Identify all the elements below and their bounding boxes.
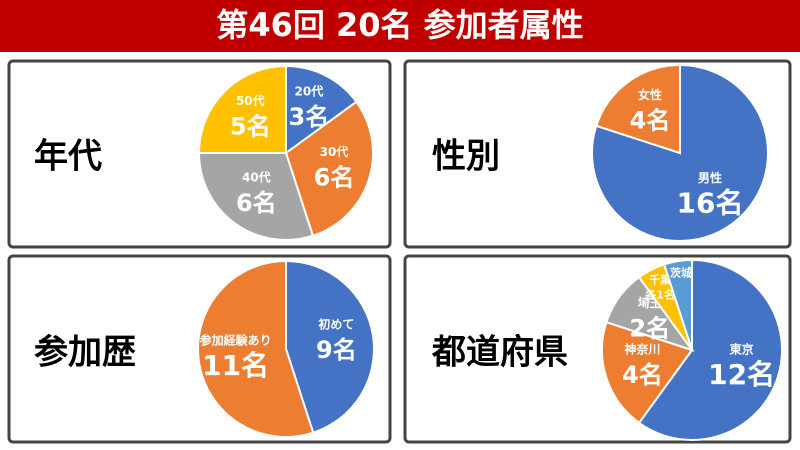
slice-category-label: 参加経験あり xyxy=(200,332,272,347)
slice-value-label: 4名 xyxy=(622,361,663,389)
slice-value-label: 9名 xyxy=(316,336,357,364)
slice-category-label: 神奈川 xyxy=(624,342,660,357)
pie-slice xyxy=(662,258,693,351)
pie-slice xyxy=(197,259,315,438)
slice-value-label: 各1名 xyxy=(644,287,675,301)
slice-category-label: 40代 xyxy=(242,169,271,184)
pie-slice xyxy=(595,63,681,155)
pie-slice xyxy=(197,152,315,241)
slice-category-label: 20代 xyxy=(295,84,324,99)
slice-value-label: 11名 xyxy=(202,349,269,382)
chart-title: 年代 xyxy=(34,137,102,177)
slice-value-label: 12名 xyxy=(708,358,775,391)
pie-slice xyxy=(601,320,694,425)
slice-value-label: 4名 xyxy=(630,107,671,135)
slice-value-label: 6名 xyxy=(236,189,277,217)
pie-slice xyxy=(285,259,375,434)
slice-category-label: 女性 xyxy=(638,87,662,102)
slice-category-label: 千葉 xyxy=(649,272,672,286)
page-title: 第46回 20名 参加者属性 xyxy=(216,6,583,44)
slice-category-label: 男性 xyxy=(698,170,722,185)
slice-value-label: 2名 xyxy=(629,314,670,342)
slice-category-label: 東京 xyxy=(730,342,754,357)
pie-slice xyxy=(284,100,374,238)
chart-title: 都道府県 xyxy=(431,333,568,373)
header-bar xyxy=(0,0,800,52)
slice-category-label: 50代 xyxy=(236,93,265,108)
chart-title: 性別 xyxy=(432,137,500,177)
slice-category-label: 30代 xyxy=(320,144,349,159)
pie-slice xyxy=(285,64,358,155)
slice-value-label: 6名 xyxy=(314,164,355,192)
chart-title: 参加歴 xyxy=(34,333,136,373)
pie-slice xyxy=(197,64,287,154)
pie-slice xyxy=(637,258,783,441)
slice-category-label: 茨城 xyxy=(670,266,692,280)
slice-value-label: 16名 xyxy=(677,186,744,219)
slice-value-label: 5名 xyxy=(230,112,271,140)
slice-category-label: 初めて xyxy=(318,317,354,332)
